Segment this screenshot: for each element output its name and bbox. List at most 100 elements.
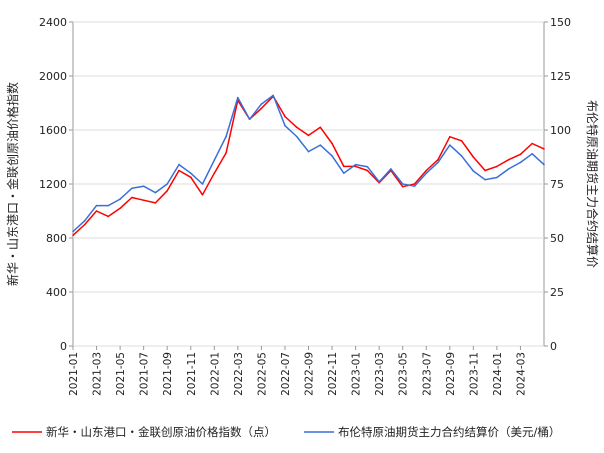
legend: 新华・山东港口・金联创原油价格指数（点） 布伦特原油期货主力合约结算价（美元/桶… — [12, 425, 560, 439]
data-point — [343, 165, 345, 168]
data-point — [237, 96, 239, 99]
x-tick-label: 2023-01 — [351, 352, 363, 396]
data-point — [401, 183, 404, 185]
data-point — [425, 169, 428, 172]
series-layer — [72, 94, 545, 237]
data-point — [531, 153, 533, 155]
x-tick-label: 2022-07 — [280, 352, 292, 396]
right-y-axis: 0 25 50 75 100 125 150 — [544, 16, 571, 353]
left-axis-title: 新华・山东港口・金联创原油价格指数 — [5, 82, 20, 286]
data-point — [307, 134, 310, 137]
data-point — [449, 144, 451, 146]
data-point — [178, 169, 180, 172]
left-tick-label: 2400 — [39, 16, 67, 29]
data-point — [449, 136, 451, 138]
data-point — [201, 194, 204, 196]
data-point — [272, 94, 275, 97]
x-tick-label: 2021-11 — [186, 352, 198, 396]
x-tick-label: 2023-09 — [445, 352, 457, 396]
x-tick-label: 2022-09 — [304, 352, 316, 396]
data-point — [425, 172, 428, 174]
data-point — [378, 181, 381, 183]
data-point — [496, 165, 498, 168]
grid-lines — [73, 21, 544, 347]
data-point — [225, 135, 227, 138]
data-point — [166, 190, 168, 192]
data-point — [84, 219, 86, 222]
data-point — [366, 169, 369, 172]
x-tick-label: 2023-05 — [398, 352, 410, 396]
data-point — [131, 196, 133, 199]
x-tick-label: 2021-05 — [115, 352, 127, 396]
data-point — [119, 207, 121, 210]
x-tick-label: 2021-01 — [68, 352, 80, 396]
data-point — [295, 126, 298, 129]
x-tick-label: 2023-07 — [421, 352, 433, 396]
x-tick-label: 2022-03 — [233, 352, 245, 396]
data-point — [543, 163, 545, 166]
x-tick-label: 2022-01 — [209, 352, 221, 396]
right-tick-label: 25 — [550, 286, 564, 299]
data-point — [343, 172, 345, 174]
data-point — [225, 152, 227, 154]
legend-label-brent: 布伦特原油期货主力合约结算价（美元/桶） — [338, 425, 560, 439]
data-point — [154, 202, 157, 204]
data-point — [84, 223, 86, 226]
data-point — [72, 234, 74, 237]
data-point — [390, 168, 392, 170]
data-point — [437, 158, 439, 161]
data-point — [413, 183, 416, 185]
left-tick-label: 0 — [60, 340, 67, 353]
data-point — [519, 161, 522, 164]
data-point — [543, 148, 545, 150]
data-point — [119, 198, 121, 200]
data-point — [107, 215, 110, 218]
data-point — [295, 135, 298, 138]
right-tick-label: 75 — [550, 178, 564, 191]
data-point — [460, 155, 463, 157]
right-axis-title: 布伦特原油期货主力合约结算价 — [585, 100, 600, 268]
data-point — [519, 153, 522, 156]
x-tick-label: 2023-03 — [374, 352, 386, 396]
data-point — [331, 142, 333, 145]
x-tick-label: 2022-11 — [327, 352, 339, 396]
data-point — [484, 178, 486, 181]
data-point — [166, 183, 168, 185]
left-tick-label: 2000 — [39, 70, 67, 83]
x-tick-label: 2023-11 — [468, 352, 480, 396]
x-tick-label: 2021-03 — [92, 352, 104, 396]
data-point — [95, 204, 98, 207]
data-point — [213, 159, 216, 161]
legend-label-index: 新华・山东港口・金联创原油价格指数（点） — [46, 425, 276, 439]
data-point — [472, 156, 475, 158]
left-tick-label: 400 — [46, 286, 67, 299]
data-point — [354, 163, 357, 166]
data-point — [260, 107, 263, 110]
data-point — [531, 142, 533, 145]
right-tick-label: 100 — [550, 124, 571, 137]
left-tick-label: 800 — [46, 232, 67, 245]
data-point — [154, 191, 157, 194]
data-point — [307, 150, 310, 153]
data-point — [354, 165, 357, 168]
data-point — [72, 230, 74, 233]
x-axis: 2021-01 2021-03 2021-05 2021-07 2021-09 2021-… — [68, 346, 527, 396]
data-point — [201, 183, 204, 185]
data-point — [366, 165, 369, 168]
data-point — [284, 115, 286, 118]
data-point — [507, 168, 510, 170]
data-point — [131, 187, 133, 190]
x-tick-label: 2022-05 — [256, 352, 268, 396]
data-point — [319, 144, 322, 146]
x-tick-label: 2021-09 — [162, 352, 174, 396]
data-point — [484, 169, 486, 172]
data-point — [142, 185, 145, 187]
data-point — [190, 176, 192, 179]
data-point — [413, 185, 416, 187]
x-tick-label: 2024-03 — [515, 352, 527, 396]
x-tick-label: 2024-01 — [492, 352, 504, 396]
data-point — [507, 158, 510, 161]
data-point — [95, 210, 98, 212]
data-point — [284, 124, 286, 127]
